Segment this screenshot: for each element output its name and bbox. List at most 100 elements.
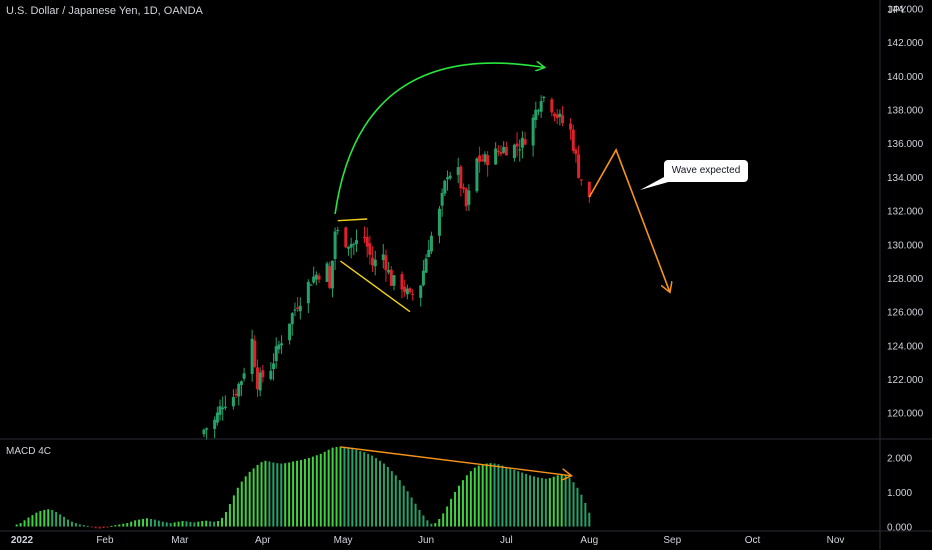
macd-bar xyxy=(31,515,34,527)
macd-bar xyxy=(422,515,425,527)
candle-up xyxy=(306,281,310,304)
candle-up xyxy=(258,372,262,391)
macd-bar xyxy=(465,475,468,527)
macd-bar xyxy=(130,521,133,527)
macd-bar xyxy=(339,446,342,527)
macd-bar xyxy=(564,475,567,527)
macd-divergence-arrow xyxy=(340,446,570,476)
macd-bar xyxy=(390,471,393,527)
candle-down xyxy=(550,99,554,113)
macd-bar xyxy=(232,495,235,527)
macd-bar xyxy=(540,478,543,527)
candle-up xyxy=(518,149,522,151)
macd-bar xyxy=(300,460,303,527)
candle-up xyxy=(277,344,281,350)
candle-up xyxy=(539,101,543,112)
candle-down xyxy=(365,236,369,247)
candle-up xyxy=(445,177,449,180)
macd-bar xyxy=(82,525,85,527)
candle-up xyxy=(274,346,278,361)
macd-bar xyxy=(461,480,464,527)
macd-bar xyxy=(497,464,500,527)
time-tick-label: Oct xyxy=(745,535,761,546)
candle-down xyxy=(400,274,404,290)
macd-bar xyxy=(319,453,322,527)
macd-bar xyxy=(98,526,101,529)
macd-bar xyxy=(343,447,346,527)
candle-up xyxy=(218,406,222,415)
candle-up xyxy=(475,158,479,192)
macd-bar xyxy=(110,525,113,527)
macd-bar xyxy=(552,476,555,527)
candle-down xyxy=(411,293,415,295)
candle-up xyxy=(309,284,313,286)
macd-bar xyxy=(138,519,141,527)
macd-bar xyxy=(153,519,156,527)
macd-bar xyxy=(78,524,81,527)
candle-down xyxy=(486,155,490,166)
candle-down xyxy=(317,275,321,280)
macd-tick-label: 0.000 xyxy=(887,523,912,534)
macd-bar xyxy=(284,463,287,527)
yellow-trend-line xyxy=(340,260,411,313)
macd-bar xyxy=(394,475,397,527)
candle-up xyxy=(312,276,316,283)
macd-bar xyxy=(580,494,583,527)
time-tick-label: Mar xyxy=(171,535,189,546)
macd-bar xyxy=(181,521,184,527)
time-tick-label: Nov xyxy=(827,535,845,546)
macd-bar xyxy=(351,449,354,527)
macd-bar xyxy=(517,471,520,527)
macd-bar xyxy=(560,474,563,527)
macd-bar xyxy=(588,512,591,527)
macd-bar xyxy=(272,462,275,527)
price-tick-label: 142.000 xyxy=(887,38,924,49)
macd-bar xyxy=(35,512,38,527)
candle-down xyxy=(328,266,332,288)
macd-bar xyxy=(525,473,528,527)
macd-bar xyxy=(568,478,571,527)
candle-up xyxy=(440,192,444,206)
price-tick-label: 136.000 xyxy=(887,139,924,150)
macd-bar xyxy=(15,524,18,527)
candle-up xyxy=(355,240,358,244)
candle-up xyxy=(427,249,431,258)
macd-bar xyxy=(209,521,212,527)
macd-bar xyxy=(521,472,524,527)
macd-bar xyxy=(493,463,496,527)
macd-bar xyxy=(94,526,97,529)
macd-bar xyxy=(276,463,279,527)
time-tick-label: 2022 xyxy=(11,535,34,546)
time-tick-label: Jul xyxy=(500,535,513,546)
macd-bar xyxy=(157,520,160,527)
macd-bar xyxy=(469,471,472,527)
macd-bar xyxy=(248,471,251,527)
macd-bar xyxy=(426,520,429,527)
macd-bar xyxy=(169,523,172,527)
price-tick-label: 144.000 xyxy=(887,4,924,15)
macd-bar xyxy=(134,520,137,527)
macd-bar xyxy=(296,460,299,527)
candle-up xyxy=(346,246,350,249)
macd-bar xyxy=(584,503,587,527)
macd-bar xyxy=(450,498,453,527)
candle-up xyxy=(330,260,334,289)
time-tick-label: Feb xyxy=(96,535,114,546)
macd-bar xyxy=(481,464,484,527)
candle-up xyxy=(288,323,292,341)
candle-up xyxy=(293,309,297,311)
macd-bar xyxy=(572,482,575,527)
macd-bar xyxy=(446,506,449,527)
candle-down xyxy=(296,307,300,309)
macd-bar xyxy=(473,467,476,527)
macd-bar xyxy=(430,523,433,527)
candle-up xyxy=(215,412,219,423)
price-tick-label: 128.000 xyxy=(887,274,924,285)
macd-bar xyxy=(363,452,366,527)
candle-down xyxy=(371,257,375,266)
macd-bar xyxy=(438,518,441,527)
time-tick-label: Jun xyxy=(418,535,434,546)
macd-tick-label: 2.000 xyxy=(887,453,912,464)
macd-bar xyxy=(505,467,508,527)
candle-up xyxy=(280,343,284,346)
